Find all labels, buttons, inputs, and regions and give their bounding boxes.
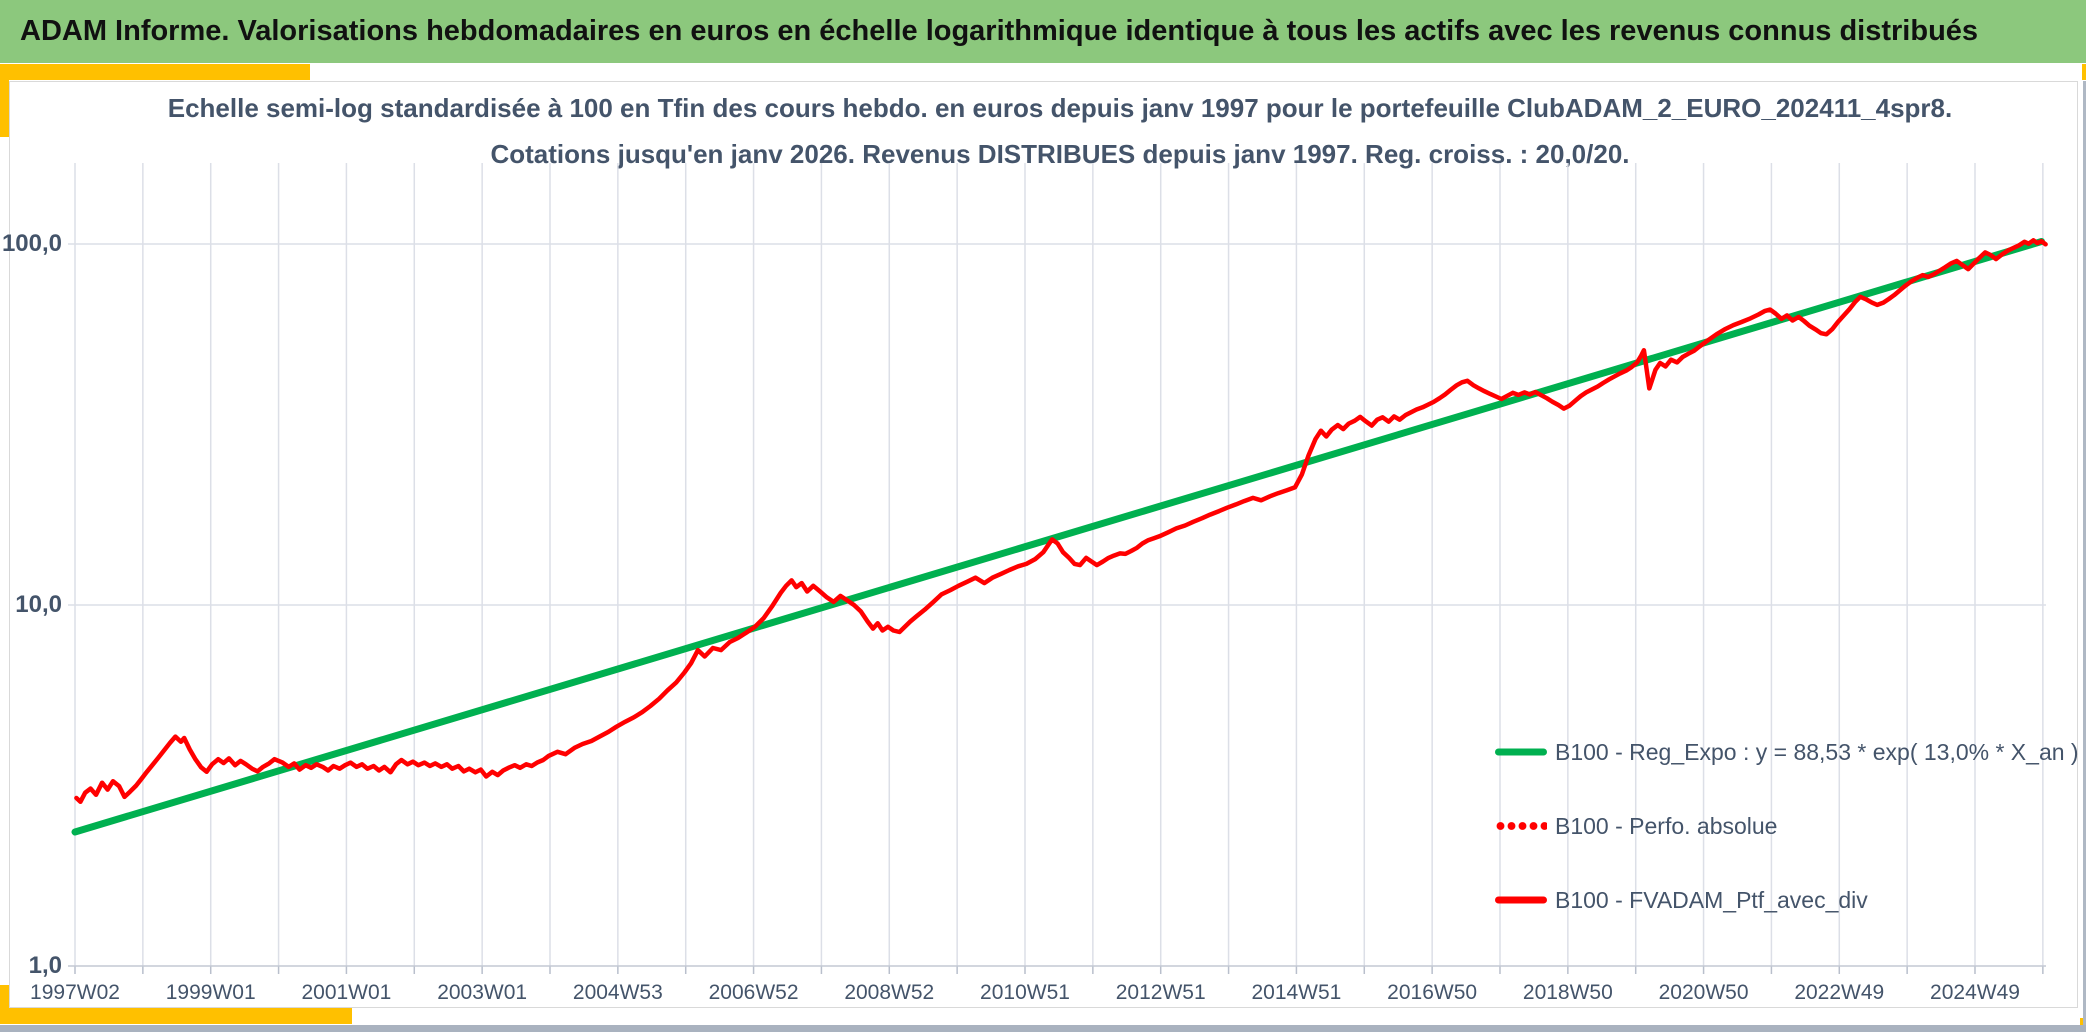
x-tick-label: 2010W51 — [980, 981, 1070, 1004]
x-tick-label: 2020W50 — [1658, 981, 1749, 1004]
x-tick-label: 2003W01 — [437, 981, 528, 1004]
legend-label-fvadam: B100 - FVADAM_Ptf_avec_div — [1555, 886, 1868, 913]
legend-item-regression: B100 - Reg_Expo : y = 88,53 * exp( 13,0%… — [1495, 737, 2079, 767]
x-tick-label: 1997W02 — [30, 981, 120, 1004]
accent-strip-left-top — [0, 64, 9, 137]
green-solid-line-swatch — [1495, 737, 1547, 767]
portfolio-line — [74, 238, 2048, 805]
regression-line — [71, 238, 2045, 836]
x-tick-label: 2001W01 — [301, 981, 392, 1004]
y-tick-label: 100,0 — [1, 230, 62, 257]
x-tick-label: 2014W51 — [1251, 981, 1342, 1004]
accent-sliver-top-right — [2082, 64, 2086, 80]
x-tick-label: 1999W01 — [165, 981, 256, 1004]
chart-title-line2: Cotations jusqu'en janv 2026. Revenus DI… — [490, 139, 1630, 169]
x-tick-label: 2024W49 — [1930, 981, 2020, 1004]
x-tick-label: 2006W52 — [708, 981, 799, 1004]
x-tick-label: 2012W51 — [1115, 981, 1206, 1004]
x-tick-label: 2016W50 — [1387, 981, 1478, 1004]
chart-legend: B100 - Reg_Expo : y = 88,53 * exp( 13,0%… — [1495, 737, 2079, 959]
chart-title-line1: Echelle semi-log standardisée à 100 en T… — [167, 93, 1953, 123]
x-tick-label: 2018W50 — [1522, 981, 1613, 1004]
x-tick-label: 2004W53 — [572, 981, 663, 1004]
window-right-edge — [2083, 81, 2086, 1025]
y-tick-label: 1,0 — [28, 952, 62, 979]
legend-item-fvadam: B100 - FVADAM_Ptf_avec_div — [1495, 885, 2079, 915]
red-dotted-line-swatch — [1495, 811, 1547, 841]
accent-bar-top-left — [0, 64, 310, 80]
window-bottom-edge — [0, 1025, 2086, 1032]
accent-bar-bottom-left — [0, 1007, 352, 1024]
legend-item-perfo-absolue: B100 - Perfo. absolue — [1495, 811, 2079, 841]
legend-label-regression: B100 - Reg_Expo : y = 88,53 * exp( 13,0%… — [1555, 738, 2079, 765]
accent-strip-left-bottom — [0, 985, 9, 1024]
report-title: ADAM Informe. Valorisations hebdomadaire… — [20, 15, 1979, 47]
red-solid-line-swatch — [1495, 885, 1547, 915]
x-tick-label: 2008W52 — [844, 981, 935, 1004]
report-header-bar: ADAM Informe. Valorisations hebdomadaire… — [0, 0, 2086, 63]
y-tick-label: 10,0 — [15, 591, 62, 618]
x-tick-label: 2022W49 — [1794, 981, 1885, 1004]
legend-label-perfo-absolue: B100 - Perfo. absolue — [1555, 812, 1778, 839]
